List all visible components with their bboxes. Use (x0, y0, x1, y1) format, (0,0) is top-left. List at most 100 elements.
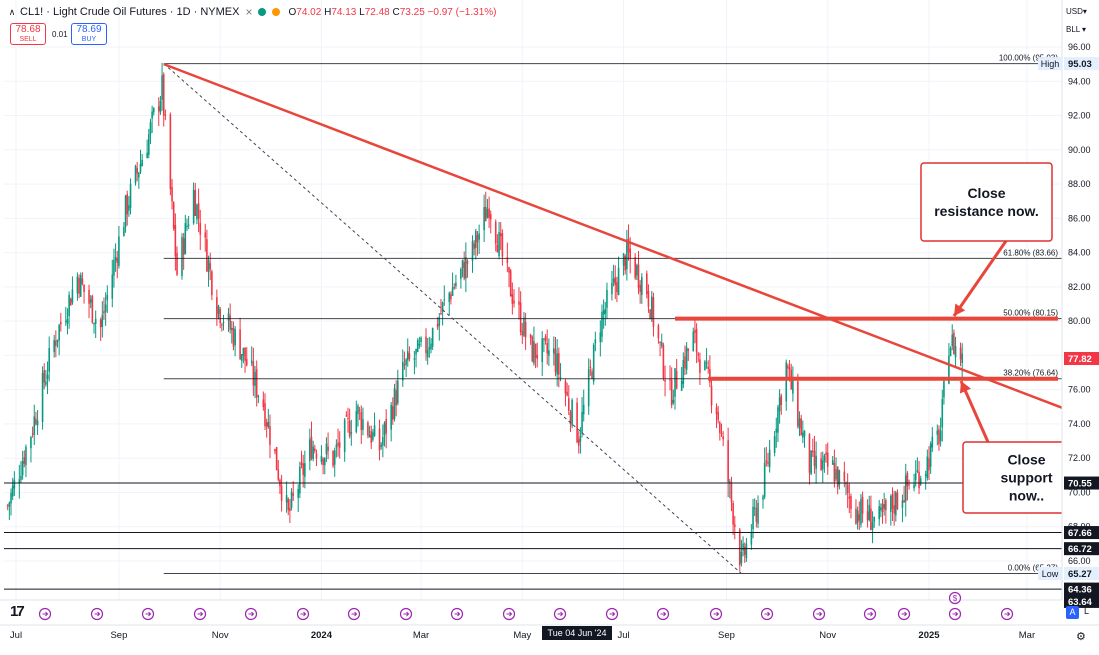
buy-button[interactable]: 78.69 BUY (71, 23, 107, 45)
candle-body (187, 224, 190, 226)
fib-level-label: 50.00% (80.15) (1003, 309, 1058, 318)
event-marker-icon[interactable] (141, 607, 155, 621)
event-marker-icon[interactable] (709, 607, 723, 621)
resistance-annotation-text-line: resistance now. (934, 203, 1039, 219)
candle-body (66, 319, 69, 324)
event-marker-icon[interactable] (948, 607, 962, 621)
candle-body (757, 502, 759, 524)
collapse-icon[interactable]: ∧ (8, 6, 16, 17)
candle-body (614, 277, 617, 285)
candle-body (368, 434, 371, 438)
candle-body (788, 367, 791, 370)
time-tick-label: Jul (10, 630, 22, 641)
candle-body (928, 458, 930, 471)
candle-body (277, 469, 280, 480)
candle-body (300, 462, 303, 466)
candle-body (529, 334, 532, 338)
candle-body (939, 430, 942, 442)
candle-body (383, 422, 386, 436)
event-marker-icon[interactable] (863, 607, 877, 621)
candle-body (111, 274, 114, 299)
candle-body (850, 495, 852, 510)
ohlc-close-value: 73.25 −0.97 (−1.31%) (399, 6, 497, 18)
event-marker-icon[interactable] (1000, 607, 1014, 621)
sell-button[interactable]: 78.68 SELL (10, 23, 46, 45)
candle-body (461, 260, 464, 268)
candle-body (592, 344, 595, 382)
event-marker-arrow (609, 611, 616, 617)
log-scale-button[interactable]: L (1084, 606, 1090, 616)
currency-dropdown[interactable]: USD ▾ (1066, 7, 1087, 16)
candle-body (699, 359, 701, 373)
price-label-bg (1064, 476, 1099, 490)
event-marker-icon[interactable] (90, 607, 104, 621)
candle-body (755, 508, 758, 522)
candle-body (533, 341, 535, 364)
candle-body (669, 379, 671, 381)
auto-scale-button[interactable]: A (1066, 606, 1079, 619)
candle-body (506, 257, 509, 264)
event-marker-arrow (1004, 611, 1011, 617)
event-markers: $ (38, 591, 1014, 621)
price-label: 95.03 (1068, 59, 1092, 70)
candle-body (717, 412, 719, 420)
symbol-header[interactable]: ∧ CL1! · Light Crude Oil Futures · 1D · … (6, 4, 497, 20)
event-marker-arrow (145, 611, 152, 617)
candle-body (536, 355, 539, 359)
candle-body (428, 347, 431, 350)
candle-body (325, 443, 328, 455)
candle-body (624, 255, 627, 271)
event-marker-icon[interactable] (296, 607, 310, 621)
candle-body (322, 458, 324, 466)
event-marker-icon[interactable] (347, 607, 361, 621)
close-icon[interactable]: × (245, 5, 253, 19)
candle-body (79, 274, 82, 297)
unit-dropdown[interactable]: BLL ▾ (1066, 25, 1086, 34)
candle-body (787, 365, 789, 369)
tradingview-logo-icon[interactable]: 17 (10, 603, 25, 620)
candle-body (478, 233, 480, 240)
candle-body (373, 425, 376, 436)
candle-body (103, 311, 105, 314)
price-tick-label: 86.00 (1068, 213, 1091, 223)
candle-body (629, 248, 631, 259)
event-marker-icon[interactable] (399, 607, 413, 621)
event-marker-icon[interactable] (38, 607, 52, 621)
event-marker-icon[interactable] (193, 607, 207, 621)
event-marker-icon[interactable] (502, 607, 516, 621)
candle-body (450, 294, 452, 300)
candle-body (350, 432, 353, 434)
candle-body (660, 342, 663, 346)
candle-body (501, 233, 504, 257)
candle-body (559, 376, 562, 378)
event-marker-icon[interactable] (812, 607, 826, 621)
candle-body (136, 168, 138, 174)
candle-body (287, 499, 290, 511)
event-marker-icon[interactable] (760, 607, 774, 621)
candle-body (390, 404, 392, 430)
event-marker-icon[interactable] (553, 607, 567, 621)
event-marker-icon[interactable] (450, 607, 464, 621)
price-label: 66.72 (1068, 544, 1092, 555)
symbol-title[interactable]: CL1! · Light Crude Oil Futures · 1D · NY… (20, 6, 240, 18)
dividend-marker-icon[interactable]: $ (948, 591, 962, 605)
candle-body (71, 289, 74, 303)
event-marker-icon[interactable] (244, 607, 258, 621)
fib-diagonal-line (163, 63, 742, 574)
event-marker-icon[interactable] (897, 607, 911, 621)
dividend-marker-circle (948, 591, 962, 605)
candle-body (68, 294, 70, 316)
candle-body (25, 446, 27, 466)
candle-body (916, 470, 919, 472)
event-marker-icon[interactable] (605, 607, 619, 621)
candle-body (45, 381, 47, 385)
gear-icon[interactable]: ⚙ (1076, 631, 1086, 643)
candle-body (118, 236, 120, 266)
event-marker-icon[interactable] (656, 607, 670, 621)
candle-body (554, 349, 557, 372)
candle-body (172, 202, 175, 229)
candle-body (405, 359, 407, 366)
candle-body (443, 299, 446, 301)
